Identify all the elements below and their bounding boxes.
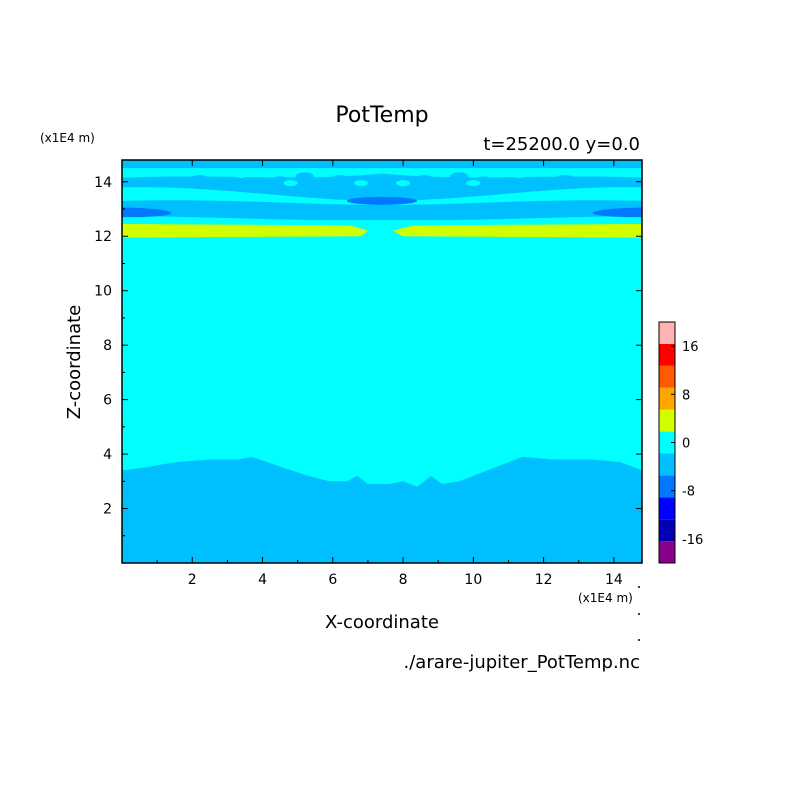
colorbar-swatch [659,322,675,344]
marker-dot [638,639,640,641]
colorbar-swatch [659,343,675,366]
y-tick-label: 10 [94,284,112,300]
upper-bubble [527,177,546,186]
colorbar-swatch [659,431,675,454]
upper-bubble [450,172,469,181]
cold-band-right [592,207,642,218]
x-tick-label: 8 [399,572,408,588]
colorbar-swatch [659,387,675,410]
green-bubble [353,180,368,187]
colorbar-tick-label: 16 [682,340,699,355]
colorbar: -16 -8 0 8 16 [658,321,703,564]
upper-bubble [415,175,434,184]
upper-bubble [295,172,314,181]
colorbar-swatch [659,409,675,432]
x-unit-label: (x1E4 m) [578,591,633,605]
y-tick-label: 12 [94,229,112,245]
upper-bubble [330,175,349,184]
colorbar-swatch [659,453,675,476]
x-tick-label: 4 [258,572,267,588]
colorbar-swatch [659,541,675,563]
x-axis: 2 4 6 8 10 12 14 [156,160,623,588]
green-bubble [234,171,249,178]
upper-bubble [218,177,237,186]
marker-dot [638,613,640,615]
y-tick-label: 6 [103,393,112,409]
y-tick-label: 14 [94,175,112,191]
colorbar-swatch [659,365,675,388]
chart-title: PotTemp [335,103,428,128]
source-file-label: ./arare-jupiter_PotTemp.nc [404,652,640,673]
x-tick-label: 6 [328,572,337,588]
upper-bubble [250,180,269,189]
plot-frame [121,159,643,564]
colorbar-tick-label: 8 [682,388,690,403]
cold-band-left [122,207,172,218]
cold-band-center [346,196,418,205]
x-tick-label: 2 [188,572,197,588]
x-tick-label: 12 [535,572,553,588]
y-axis: 2 4 6 8 10 12 14 [94,175,642,537]
colorbar-swatch [659,475,675,498]
y-unit-label: (x1E4 m) [40,131,95,145]
warm-band-left [122,223,368,238]
green-bubble [466,180,481,187]
y-axis-title: Z-coordinate [64,305,85,420]
x-axis-title: X-coordinate [325,612,439,633]
green-bubble [283,180,298,187]
upper-bubble [495,180,514,189]
x-tick-label: 14 [605,572,623,588]
warm-band-right [392,223,642,238]
middle-layer-region [122,160,642,487]
y-tick-label: 4 [103,447,112,463]
green-band-upper [122,168,642,178]
green-bubble [512,171,527,178]
green-band-middle [122,187,642,205]
marker-dot [638,586,640,588]
y-tick-label: 2 [103,502,112,518]
upper-bubble [190,175,209,184]
colorbar-tick-label: 0 [682,437,690,452]
x-tick-label: 10 [464,572,482,588]
colorbar-swatch [659,519,675,542]
colorbar-tick-label: -8 [682,485,695,500]
chart-subtitle: t=25200.0 y=0.0 [483,134,640,155]
contour-field [122,160,642,563]
green-bubble [396,180,411,187]
upper-bubble [555,175,574,184]
colorbar-tick-label: -16 [682,533,703,548]
colorbar-swatch [659,497,675,520]
y-tick-label: 8 [103,338,112,354]
green-band-lower [122,215,642,224]
